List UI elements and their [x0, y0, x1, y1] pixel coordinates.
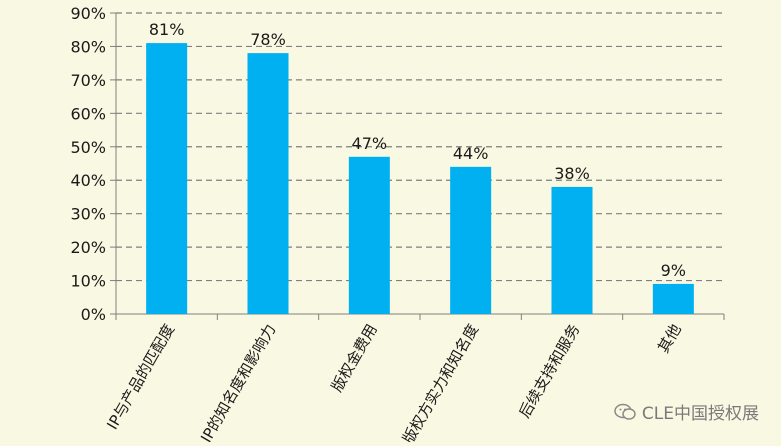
data-label: 9%: [661, 261, 686, 280]
bar: [146, 43, 187, 314]
y-tick-label: 20%: [70, 238, 106, 257]
watermark-text: CLE中国授权展: [642, 399, 759, 424]
y-tick-label: 40%: [70, 171, 106, 190]
category-label: IP的知名度和影响力: [197, 321, 279, 442]
category-label: IP与产品的匹配度: [103, 321, 178, 433]
data-label: 38%: [554, 164, 590, 183]
category-label: 其他: [654, 321, 685, 356]
category-label: 版权方实力和知名度: [399, 321, 482, 442]
y-tick-label: 0%: [81, 305, 106, 324]
bar: [450, 167, 491, 314]
category-label: 版权金费用: [328, 321, 381, 395]
data-label: 47%: [352, 134, 388, 153]
y-tick-label: 70%: [70, 71, 106, 90]
bar: [349, 157, 390, 314]
y-tick-label: 50%: [70, 138, 106, 157]
data-label: 81%: [149, 20, 185, 39]
watermark: CLE中国授权展: [614, 399, 759, 424]
y-tick-label: 90%: [70, 4, 106, 23]
y-tick-label: 60%: [70, 104, 106, 123]
y-tick-label: 10%: [70, 272, 106, 291]
bar: [552, 187, 593, 314]
wechat-icon: [614, 403, 636, 421]
data-label: 78%: [250, 30, 286, 49]
category-label: 后续支持和服务: [515, 321, 583, 421]
bar: [248, 53, 289, 314]
bar: [653, 284, 694, 314]
y-tick-label: 80%: [70, 37, 106, 56]
y-tick-label: 30%: [70, 205, 106, 224]
data-label: 44%: [453, 144, 489, 163]
